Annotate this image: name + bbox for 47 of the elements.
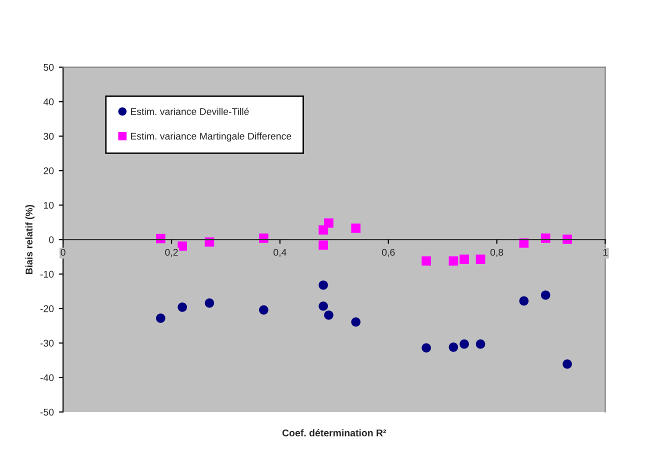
point bbox=[351, 317, 361, 327]
point bbox=[318, 240, 328, 250]
point bbox=[259, 234, 268, 243]
point bbox=[540, 290, 550, 300]
x-tick-label: 1 bbox=[603, 248, 608, 256]
y-tick-label: -30 bbox=[40, 340, 54, 347]
y-tick-label: 50 bbox=[44, 64, 54, 71]
point bbox=[519, 296, 529, 306]
y-tick-label: 10 bbox=[44, 202, 54, 209]
point bbox=[204, 298, 214, 308]
y-tick-label: -40 bbox=[40, 374, 54, 382]
y-axis-title: Biais relatif (%) bbox=[25, 204, 34, 274]
point bbox=[178, 241, 188, 251]
legend-label: Estim. variance Martingale Difference bbox=[130, 132, 292, 142]
point bbox=[324, 218, 334, 228]
legend-label: Estim. variance Deville-Tillé bbox=[130, 108, 249, 116]
x-tick-label: 0,6 bbox=[382, 248, 395, 257]
point bbox=[259, 305, 268, 315]
y-tick-label: -50 bbox=[40, 408, 54, 416]
x-tick-label: 0 bbox=[60, 248, 66, 256]
point bbox=[448, 256, 458, 266]
point bbox=[178, 302, 188, 312]
point bbox=[318, 301, 328, 311]
point bbox=[318, 280, 328, 290]
y-tick-label: 30 bbox=[44, 132, 54, 140]
point bbox=[562, 359, 572, 369]
y-tick-label: 0 bbox=[49, 236, 54, 244]
point bbox=[460, 339, 469, 349]
point bbox=[422, 343, 431, 353]
point bbox=[156, 314, 166, 323]
x-axis-title: Coef. détermination R² bbox=[282, 429, 386, 436]
point bbox=[476, 339, 486, 349]
y-tick-label: -20 bbox=[40, 305, 54, 312]
x-tick-label: 0,2 bbox=[165, 248, 178, 257]
y-tick-label: 20 bbox=[44, 167, 54, 174]
y-tick-label: -10 bbox=[40, 270, 54, 278]
x-tick-label: 0,8 bbox=[490, 248, 504, 257]
point bbox=[448, 342, 458, 352]
point bbox=[422, 256, 431, 266]
y-tick-label: 40 bbox=[43, 98, 54, 106]
point bbox=[540, 234, 550, 243]
point bbox=[460, 254, 469, 264]
x-tick-label: 0,4 bbox=[274, 248, 286, 257]
point bbox=[562, 234, 572, 244]
point bbox=[351, 224, 361, 233]
point bbox=[324, 310, 334, 320]
point bbox=[476, 254, 486, 264]
